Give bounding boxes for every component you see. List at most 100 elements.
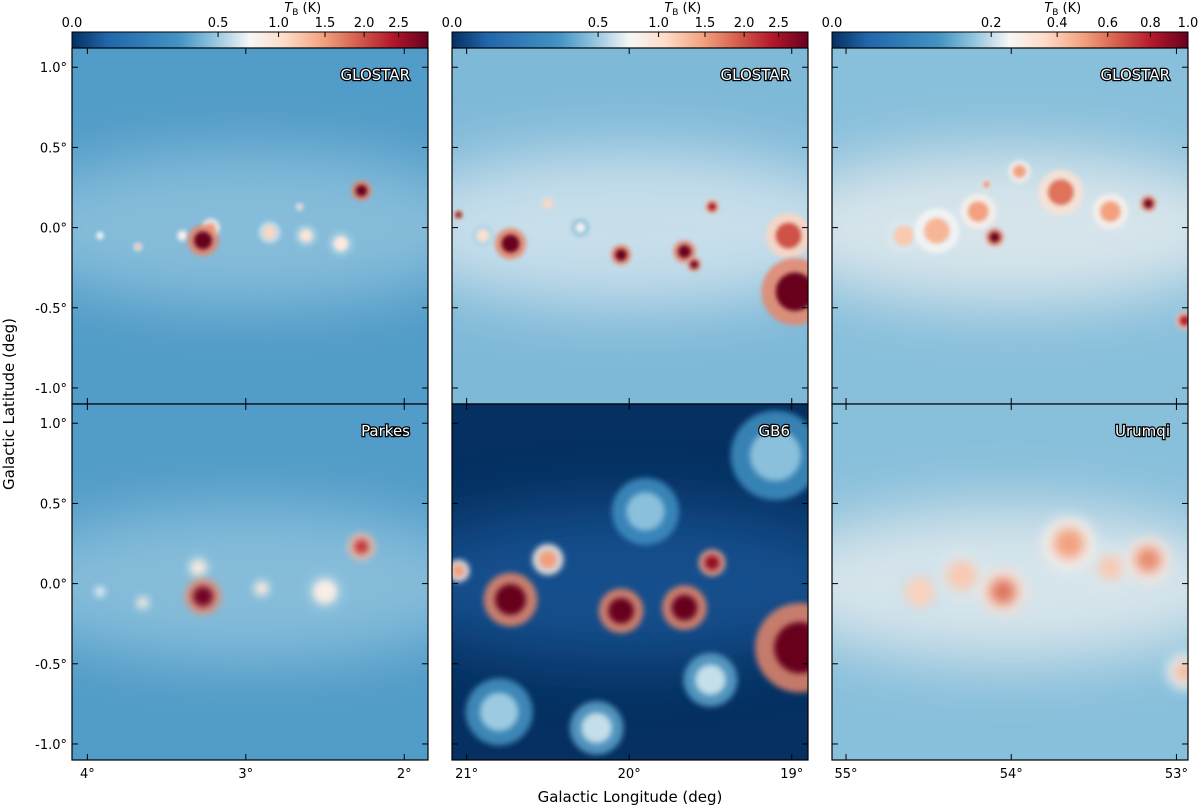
x-tick-label: 20°	[618, 767, 641, 782]
y-tick-label: 0.5°	[40, 497, 67, 512]
colorbar-title-symbol: T	[1044, 1, 1053, 16]
survey-label: GLOSTAR	[721, 66, 790, 84]
radio-source	[626, 492, 665, 531]
radio-source	[1179, 315, 1188, 326]
radio-source	[967, 201, 989, 222]
colorbar-tick-label: 0.4	[1047, 16, 1068, 31]
colorbar-tick-label: 0.5	[588, 16, 609, 31]
colorbar-tick-label: 0.6	[1097, 16, 1118, 31]
radio-source	[479, 692, 519, 732]
radio-source	[355, 184, 368, 197]
radio-source	[452, 564, 465, 578]
colorbar-title: TB (K)	[1044, 1, 1081, 18]
colorbar-title-symbol: T	[664, 1, 673, 16]
map-image	[452, 404, 808, 760]
map-panel-glostar: GLOSTAR	[831, 47, 1189, 405]
colorbar-title-subscript: B	[1052, 8, 1058, 18]
radio-source	[1135, 546, 1162, 573]
radio-source	[476, 229, 490, 243]
map-panel-glostar: GLOSTAR 1.0° 0.5° 0.0° -0.5° -1.0°	[35, 47, 429, 405]
radio-source	[990, 578, 1016, 605]
colorbar-title-unit: (K)	[298, 1, 321, 16]
colorbar-gradient	[831, 31, 1189, 49]
panel-frame	[831, 403, 1189, 761]
radio-source	[893, 225, 915, 246]
column-2: 0.0 0.2 0.4 0.6 0.8 1.0 TB (K) GLOSTAR Urumqi 55°…	[822, 1, 1199, 782]
y-tick-label: 1.0°	[40, 417, 67, 432]
radio-source	[94, 586, 106, 597]
y-tick-label: -1.0°	[35, 382, 67, 397]
colorbar-tick-label: 1.0	[268, 16, 289, 31]
map-image	[452, 48, 808, 404]
radio-source	[575, 222, 586, 233]
map-image	[72, 404, 428, 760]
y-tick-label: 1.0°	[40, 61, 67, 76]
x-tick-label: 54°	[1000, 767, 1023, 782]
radio-source	[194, 231, 212, 250]
map-image	[832, 404, 1188, 760]
radio-source	[704, 555, 720, 571]
x-axis-label: Galactic Longitude (deg)	[538, 788, 723, 806]
galactic-plane-emission	[452, 505, 808, 662]
radio-source	[455, 212, 462, 218]
radio-source	[1047, 179, 1074, 206]
radio-source	[905, 576, 936, 607]
radio-source	[538, 550, 557, 569]
colorbar-title-unit: (K)	[1058, 1, 1081, 16]
colorbar-tick-label: 2.0	[354, 16, 375, 31]
x-tick-label: 55°	[835, 767, 858, 782]
radio-source	[608, 598, 634, 624]
radio-source	[190, 559, 206, 576]
y-tick-label: 0.5°	[40, 141, 67, 156]
colorbar-tick-label: 0.8	[1140, 16, 1161, 31]
radio-source	[708, 202, 716, 211]
radio-source	[775, 222, 802, 249]
y-tick-label: -0.5°	[35, 302, 67, 317]
colorbar-tick-label: 0.0	[822, 16, 843, 31]
radio-source	[775, 272, 808, 311]
x-tick-label: 2°	[397, 767, 412, 782]
radio-source	[1097, 554, 1124, 581]
colorbar-tick-label: 0.5	[208, 16, 229, 31]
y-tick-label: -0.5°	[35, 658, 67, 673]
radio-source	[1100, 201, 1121, 222]
colorbar-tick-label: 1.5	[315, 16, 336, 31]
panel-frame	[451, 403, 809, 761]
survey-label: Urumqi	[1115, 422, 1170, 440]
radio-source	[615, 249, 627, 261]
radio-source	[312, 578, 338, 605]
radio-source	[542, 198, 554, 209]
map-image	[72, 48, 428, 404]
x-tick-label: 53°	[1165, 767, 1188, 782]
radio-source	[1174, 661, 1188, 683]
map-panel-glostar: GLOSTAR	[451, 47, 809, 405]
radio-source	[1053, 528, 1085, 559]
radio-source	[135, 244, 141, 250]
radio-source	[678, 245, 691, 259]
map-image	[832, 48, 1188, 404]
panel-frame	[71, 403, 429, 761]
colorbar-title: TB (K)	[664, 1, 701, 18]
radio-source	[263, 226, 276, 239]
radio-source	[297, 204, 302, 210]
radio-source	[353, 539, 370, 555]
colorbar-tick-label: 0.0	[442, 16, 463, 31]
radio-source	[96, 231, 104, 240]
radio-source	[581, 712, 613, 744]
map-panel-urumqi: Urumqi 55° 54° 53°	[831, 403, 1189, 782]
radio-source	[137, 597, 148, 608]
x-tick-label: 3°	[238, 767, 253, 782]
colorbar-tick-label: 2.0	[734, 16, 755, 31]
radio-source	[333, 235, 349, 252]
radio-source	[671, 594, 698, 621]
radio-source	[989, 232, 1000, 243]
radio-source	[695, 664, 726, 696]
radio-source	[774, 622, 808, 674]
colorbar: 0.0 0.5 1.0 1.5 2.0 2.5 TB (K)	[62, 1, 429, 49]
radio-source	[501, 234, 520, 253]
radio-source	[177, 230, 188, 241]
colorbar-tick-label: 2.5	[768, 16, 789, 31]
colorbar-title-subscript: B	[672, 8, 678, 18]
colorbar-title-unit: (K)	[678, 1, 701, 16]
